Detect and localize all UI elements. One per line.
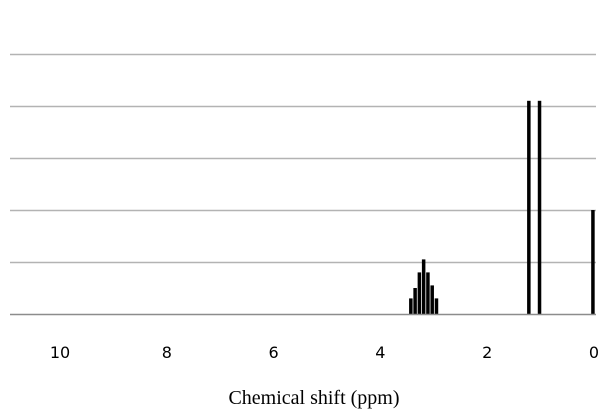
x-tick-labels: 10 8 6 4 2 0 (50, 343, 599, 362)
peak-bar-9 (537, 100, 542, 314)
x-tick-label-8: 8 (162, 343, 172, 362)
gridlines (10, 53, 596, 264)
peak-bar-5 (430, 285, 434, 314)
peak-bar-2 (417, 272, 422, 314)
peak-bar-1 (413, 288, 417, 314)
x-axis-title: Chemical shift (ppm) (228, 387, 399, 409)
peak-bar-3 (421, 259, 426, 314)
peak-bar-8 (527, 100, 531, 314)
x-tick-label-6: 6 (269, 343, 279, 362)
peak-bar-10 (591, 210, 595, 314)
peak-bar-0 (409, 298, 413, 314)
x-tick-label-2: 2 (482, 343, 492, 362)
x-tick-label-0: 0 (589, 343, 599, 362)
peak-bar-4 (426, 272, 430, 314)
x-tick-label-10: 10 (50, 343, 70, 362)
x-tick-label-4: 4 (375, 343, 385, 362)
peak-bar-6 (434, 298, 439, 314)
spectrum-peaks (409, 100, 595, 314)
